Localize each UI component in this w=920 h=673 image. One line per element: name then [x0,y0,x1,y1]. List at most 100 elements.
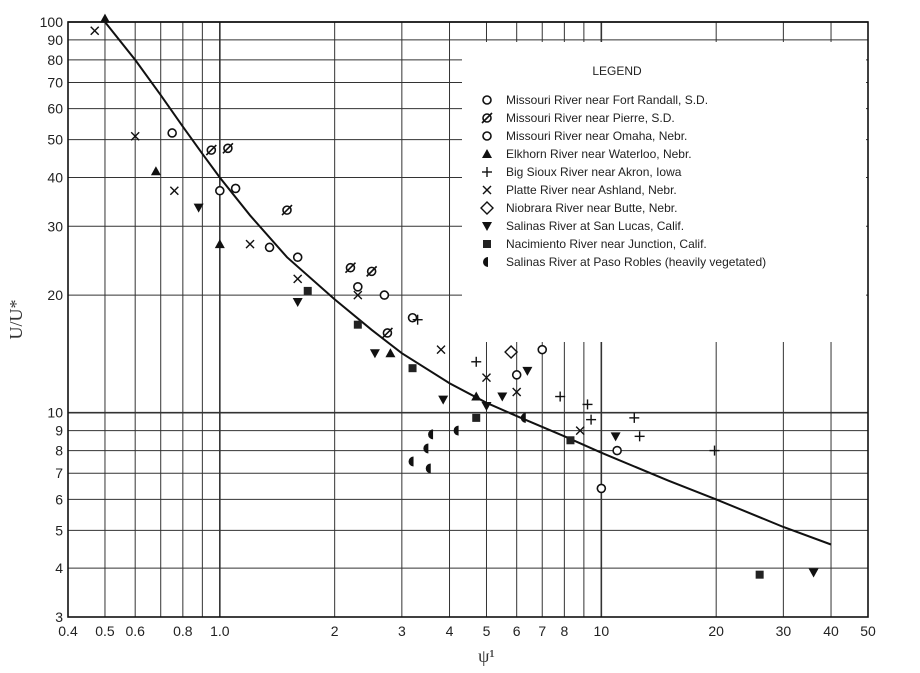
marker-shape [453,425,459,436]
fit-curve [104,21,832,546]
marker-slash [281,204,293,216]
marker-x [575,426,585,436]
marker-stroke [130,131,140,141]
marker-square [483,240,491,248]
marker-x [169,186,179,196]
x-axis: 0.4 0.5 0.6 0.8 1.0 2 3 4 5 6 7 8 10 20 30 40 50 [58,623,876,639]
marker-shape [292,252,303,263]
marker-shape [214,239,225,249]
marker-circle [482,95,492,105]
y-tick-label: 8 [55,443,63,459]
marker-triangle-down [292,298,303,308]
marker-shape [596,483,607,494]
y-axis: 3 4 5 6 7 8 9 10 20 30 40 50 60 70 80 90 100 [40,14,64,625]
marker-shape [423,443,429,454]
legend: LEGEND Missouri River near Fort Randall,… [480,64,766,269]
y-tick-label: 40 [47,169,63,185]
marker-shape [150,166,161,176]
marker-x [512,387,522,397]
x-tick-label: 2 [331,623,339,639]
marker-x [353,290,363,300]
marker-slashed-circle [205,144,217,156]
marker-shape [353,282,363,292]
marker-x [481,373,491,383]
marker-circle [264,242,275,253]
marker-shape [408,364,417,373]
x-tick-label: 10 [594,623,610,639]
marker-x [436,345,446,355]
y-tick-label: 100 [40,14,64,30]
marker-triangle-up [482,149,492,158]
legend-entry-label: Missouri River near Pierre, S.D. [506,111,675,125]
x-tick-label: 6 [513,623,521,639]
x-tick-label: 1.0 [210,623,230,639]
marker-slashed-circle [344,262,357,274]
y-tick-label: 3 [55,609,63,625]
marker-square [566,436,575,445]
x-tick-label: 40 [823,623,839,639]
marker-shape [480,201,494,215]
marker-half-circle [483,257,488,267]
y-tick-label: 60 [47,101,63,117]
marker-x [482,185,492,195]
marker-shape [482,222,492,231]
marker-triangle-down [193,203,204,213]
marker-x [293,274,303,284]
marker-plus [582,399,593,410]
marker-triangle-down [481,402,492,412]
marker-plus [709,445,720,456]
marker-circle [167,128,177,138]
marker-triangle-up [150,166,161,176]
marker-shape [471,391,482,401]
marker-shape [808,568,819,578]
marker-circle [537,344,548,355]
marker-plus [634,431,645,442]
marker-slash [222,142,234,154]
marker-x [245,239,255,249]
marker-shape [481,402,492,412]
y-tick-label: 7 [55,465,63,481]
marker-square [303,286,312,295]
marker-shape [612,445,622,456]
marker-shape [99,13,110,23]
marker-triangle-up [214,239,225,249]
marker-shape [566,436,575,445]
x-tick-label: 50 [860,623,876,639]
x-tick-label: 3 [398,623,406,639]
legend-entry-label: Missouri River near Omaha, Nebr. [506,129,687,143]
marker-slash [481,112,493,124]
marker-shape [482,149,492,158]
marker-half-circle [453,425,459,436]
legend-box [462,42,866,342]
marker-x [90,26,100,36]
marker-shape [193,203,204,213]
marker-slashed-circle [481,112,493,124]
marker-slash [366,265,378,277]
plot-frame [67,21,869,618]
marker-stroke [436,345,446,355]
marker-slash [381,327,393,339]
marker-shape [511,370,522,380]
marker-circle [215,185,225,196]
marker-stroke [245,239,255,249]
marker-square [408,364,417,373]
y-tick-label: 10 [47,405,63,421]
marker-shape [353,320,362,329]
marker-circle [612,445,622,456]
x-tick-label: 8 [560,623,568,639]
legend-entry-label: Missouri River near Fort Randall, S.D. [506,93,708,107]
marker-stroke [575,426,585,436]
y-tick-label: 5 [55,522,63,538]
legend-entry-label: Salinas River at Paso Robles (heavily ve… [506,255,766,269]
y-tick-label: 30 [47,218,63,234]
x-tick-label: 0.5 [95,623,115,639]
x-tick-label: 20 [708,623,724,639]
marker-plus [629,412,640,423]
marker-shape [483,240,491,248]
marker-shape [385,348,396,358]
marker-diamond [480,201,494,215]
marker-circle [407,312,418,323]
marker-stroke [512,387,522,397]
marker-x [130,131,140,141]
marker-square [353,320,362,329]
